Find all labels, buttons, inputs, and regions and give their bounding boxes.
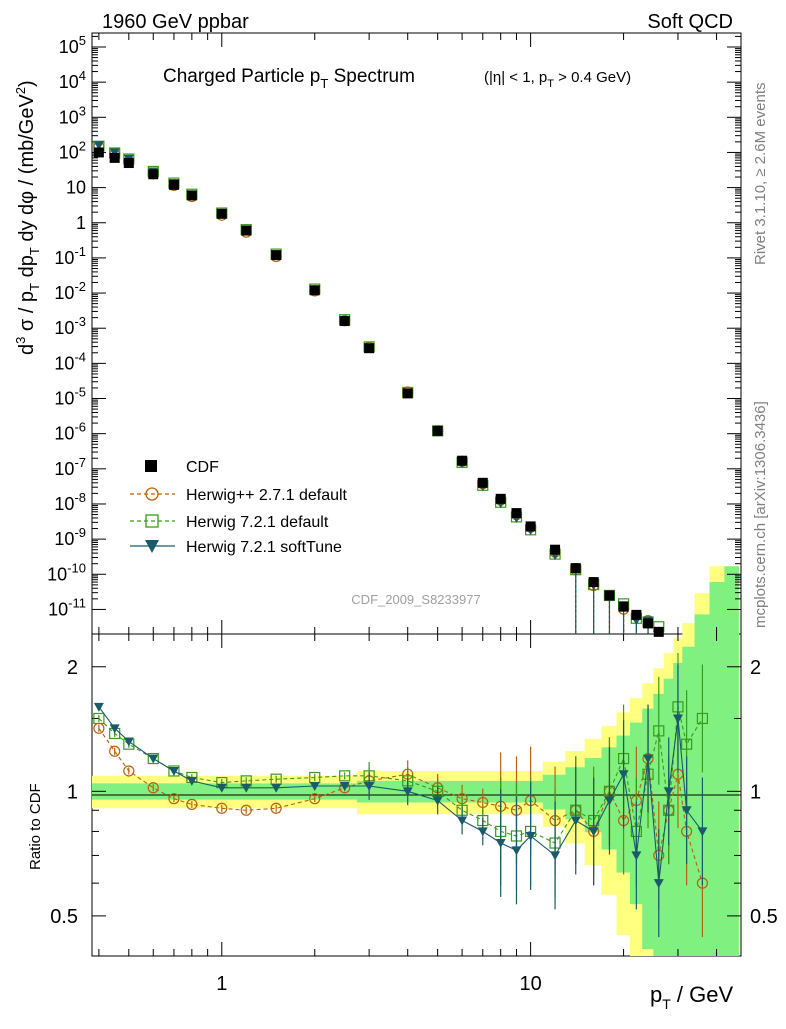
ratio-axis-ticks: 1 10 2 2 1 1 0.5 0.5: [50, 634, 778, 995]
ratio-data-marks: [93, 652, 709, 938]
data-point: [93, 141, 104, 151]
data-point-cdf: [364, 343, 375, 354]
ratio-point: [696, 712, 709, 725]
chart-subtitle: (|η| < 1, pT > 0.4 GeV): [484, 69, 631, 90]
data-point-cdf: [570, 563, 581, 574]
data-point-cdf: [525, 521, 536, 532]
y-tick-label: 105: [59, 33, 86, 57]
data-point-cdf: [643, 618, 654, 629]
legend-entry-herwig7: Herwig 7.2.1 default: [186, 514, 329, 531]
y-tick-label: 10-2: [54, 279, 86, 303]
y-tick-label: 10-5: [54, 385, 86, 409]
data-point-cdf: [271, 250, 282, 261]
data-point-cdf: [123, 158, 134, 169]
data-point-cdf: [653, 626, 664, 637]
ratio-point: [697, 827, 708, 837]
y-axis-label: d3 σ / pT dpT dy dφ / (mb/GeV2): [13, 80, 42, 355]
data-point-cdf: [618, 601, 629, 612]
y-tick-label: 10-1: [54, 244, 86, 268]
mcplots-label: mcplots.cern.ch [arXiv:1306.3436]: [752, 401, 769, 628]
y-tick-label: 10-4: [54, 349, 86, 373]
ratio-band-stat: [92, 566, 739, 956]
data-point-cdf: [604, 590, 615, 601]
legend-marker-herwig7: [145, 514, 159, 528]
y-tick-label: 10-8: [54, 490, 86, 514]
data-point-cdf: [432, 425, 443, 436]
legend-marker-softtune: [145, 540, 159, 553]
y-tick-label: 10-3: [54, 314, 86, 338]
main-data-marks: [93, 140, 665, 637]
ratio-point: [216, 802, 228, 814]
legend-entry-cdf: CDF: [186, 459, 219, 476]
y-tick-label: 102: [59, 138, 86, 162]
x-tick-label: 10: [519, 973, 541, 995]
ratio-tick-label: 2: [67, 657, 78, 679]
data-point-cdf: [457, 455, 468, 466]
ratio-tick-label-right: 0.5: [750, 906, 778, 928]
analysis-id: CDF_2009_S8233977: [351, 592, 480, 607]
rivet-version: Rivet 3.1.10, ≥ 2.6M events: [752, 83, 769, 266]
y-tick-label: 10-10: [47, 560, 86, 584]
ratio-point: [93, 712, 105, 725]
y-tick-label: 10-9: [54, 525, 86, 549]
beam-label: 1960 GeV ppbar: [102, 11, 249, 33]
legend-entry-softtune: Herwig 7.2.1 softTune: [186, 539, 342, 556]
y-tick-label: 10-6: [54, 420, 86, 444]
x-tick-label: 1: [216, 973, 227, 995]
main-axis-ticks: 10510410310210110-110-210-310-410-510-61…: [47, 33, 741, 634]
ratio-tick-label: 0.5: [50, 906, 78, 928]
ratio-point: [186, 798, 198, 810]
data-point-cdf: [511, 508, 522, 519]
data-point-cdf: [588, 577, 599, 588]
data-point-cdf: [477, 477, 488, 488]
chart-title: Charged Particle pT Spectrum: [163, 66, 415, 91]
ratio-point: [168, 793, 180, 805]
data-point-cdf: [339, 316, 350, 327]
y-tick-label: 1: [76, 213, 86, 233]
data-point-cdf: [216, 208, 227, 219]
data-point-cdf: [168, 179, 179, 190]
data-point-cdf: [550, 544, 561, 555]
y-tick-label: 10-7: [54, 455, 86, 479]
ratio-point: [653, 725, 665, 737]
legend-marker-herwigpp: [145, 487, 159, 501]
ratio-tick-label-right: 2: [750, 657, 761, 679]
ratio-y-label: Ratio to CDF: [27, 783, 44, 870]
ratio-uncertainty-bands: [92, 566, 739, 956]
legend-marker-cdf: [145, 460, 157, 472]
data-point-cdf: [495, 493, 506, 504]
ratio-point: [653, 879, 664, 889]
data-point-cdf: [241, 225, 252, 236]
y-tick-label: 103: [59, 103, 86, 127]
ratio-point: [109, 745, 121, 757]
data-point-cdf: [93, 147, 104, 158]
ratio-tick-label: 1: [67, 781, 78, 803]
ratio-point: [309, 793, 321, 805]
data-point-cdf: [109, 152, 120, 163]
x-axis-label: pT / GeV: [650, 982, 733, 1012]
y-tick-label: 10: [66, 178, 86, 198]
legend: CDF Herwig++ 2.7.1 default Herwig 7.2.1 …: [130, 459, 348, 556]
data-point-cdf: [186, 190, 197, 201]
ratio-point: [681, 738, 693, 750]
data-point-cdf: [631, 609, 642, 620]
data-point-cdf: [148, 169, 159, 180]
ratio-tick-label-right: 1: [750, 781, 761, 803]
ratio-point: [631, 851, 642, 861]
y-tick-label: 104: [59, 68, 86, 92]
ratio-point: [147, 782, 159, 794]
ratio-series-line: [98, 706, 703, 884]
data-point-cdf: [309, 285, 320, 296]
category-label: Soft QCD: [647, 11, 733, 33]
ratio-point: [123, 765, 135, 777]
y-tick-label: 10-11: [48, 595, 86, 619]
data-point-cdf: [402, 388, 413, 399]
legend-entry-herwigpp: Herwig++ 2.7.1 default: [186, 487, 348, 504]
